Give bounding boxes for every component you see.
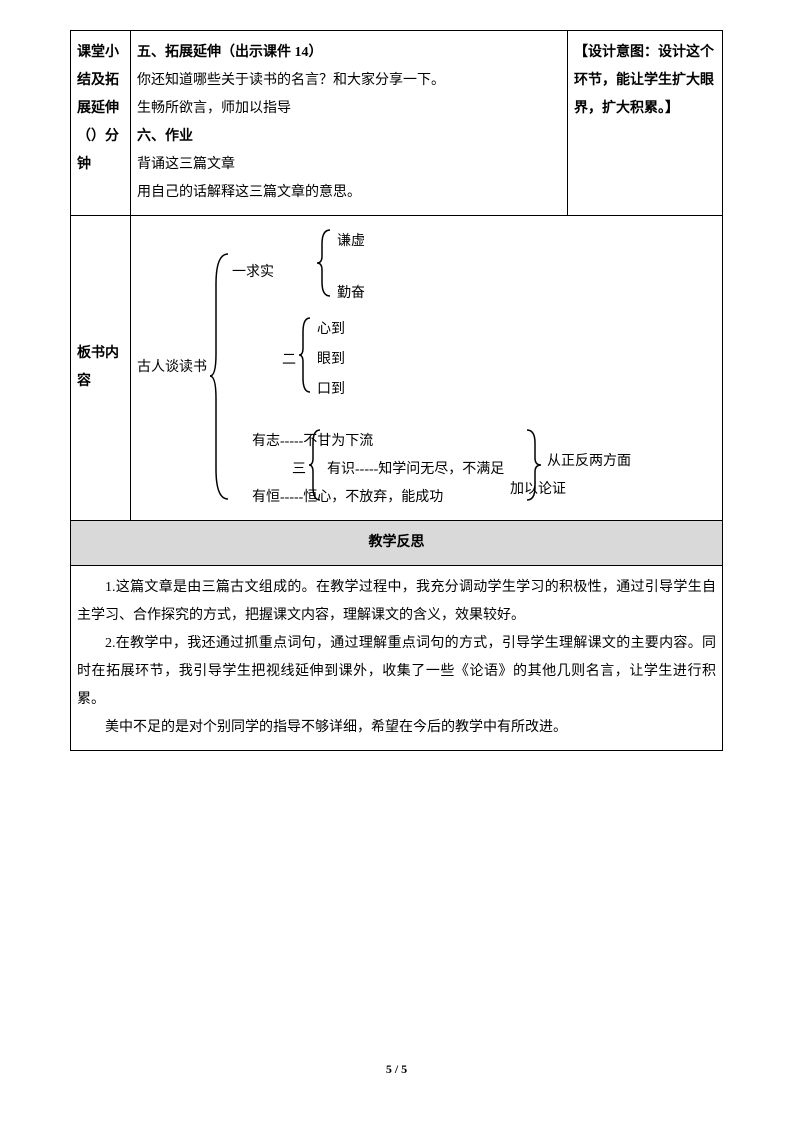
branch-1a: 谦虚 xyxy=(337,228,365,256)
heading-5: 五、拓展延伸（出示课件 14） xyxy=(137,39,561,67)
branch-3: 三 xyxy=(292,456,306,484)
branch-1: 一求实 xyxy=(232,259,274,287)
cell-left-2: 板书内容 xyxy=(71,216,131,521)
branch-3r1: 从正反两方面 xyxy=(547,448,631,476)
brace-2 xyxy=(299,318,313,392)
cell-right-1: 【设计意图：设计这个环节，能让学生扩大眼界，扩大积累。】 xyxy=(568,31,723,216)
row-reflection-header: 教学反思 xyxy=(71,521,723,566)
cell-diagram: 古人谈读书 一求实 谦虚 勤奋 二 心到 眼到 口到 xyxy=(131,216,723,521)
reflection-header: 教学反思 xyxy=(71,521,723,566)
cell-mid-1: 五、拓展延伸（出示课件 14） 你还知道哪些关于读书的名言？和大家分享一下。 生… xyxy=(131,31,568,216)
design-intent: 【设计意图：设计这个环节，能让学生扩大眼界，扩大积累。】 xyxy=(574,45,714,116)
lesson-plan-table: 课堂小结及拓展延伸（）分钟 五、拓展延伸（出示课件 14） 你还知道哪些关于读书… xyxy=(70,30,723,751)
branch-2: 二 xyxy=(282,347,296,375)
reflection-title: 教学反思 xyxy=(369,535,425,550)
branch-2a: 心到 xyxy=(317,316,345,344)
label-board: 板书内容 xyxy=(77,346,119,389)
reflection-body: 1.这篇文章是由三篇古文组成的。在教学过程中，我充分调动学生学习的积极性，通过引… xyxy=(71,566,723,751)
reflection-p1: 1.这篇文章是由三篇古文组成的。在教学过程中，我充分调动学生学习的积极性，通过引… xyxy=(77,574,716,630)
branch-1b: 勤奋 xyxy=(337,280,365,308)
page-number-text: 5 / 5 xyxy=(386,1062,407,1076)
page-number: 5 / 5 xyxy=(0,1062,793,1077)
row-summary-extension: 课堂小结及拓展延伸（）分钟 五、拓展延伸（出示课件 14） 你还知道哪些关于读书… xyxy=(71,31,723,216)
line-question: 你还知道哪些关于读书的名言？和大家分享一下。 xyxy=(137,67,561,95)
branch-3r2: 加以论证 xyxy=(510,476,566,504)
reflection-p3: 美中不足的是对个别同学的指导不够详细，希望在今后的教学中有所改进。 xyxy=(77,714,716,742)
reflection-p2: 2.在教学中，我还通过抓重点词句，通过理解重点词句的方式，引导学生理解课文的主要… xyxy=(77,630,716,714)
heading-6: 六、作业 xyxy=(137,123,561,151)
line-hw2: 用自己的话解释这三篇文章的意思。 xyxy=(137,179,561,207)
row-reflection-body: 1.这篇文章是由三篇古文组成的。在教学过程中，我充分调动学生学习的积极性，通过引… xyxy=(71,566,723,751)
diagram-title: 古人谈读书 xyxy=(137,354,207,382)
branch-3a: 有志-----不甘为下流 xyxy=(252,428,373,456)
line-hw1: 背诵这三篇文章 xyxy=(137,151,561,179)
board-diagram: 古人谈读书 一求实 谦虚 勤奋 二 心到 眼到 口到 xyxy=(137,224,716,512)
label-summary: 课堂小结及拓展延伸（）分钟 xyxy=(77,45,119,172)
brace-1 xyxy=(317,230,333,296)
brace-main xyxy=(210,254,232,499)
line-discuss: 生畅所欲言，师加以指导 xyxy=(137,95,561,123)
row-board-content: 板书内容 古人谈读书 一求实 谦虚 勤奋 二 xyxy=(71,216,723,521)
branch-2c: 口到 xyxy=(317,376,345,404)
branch-2b: 眼到 xyxy=(317,346,345,374)
branch-3c: 有恒-----恒心，不放弃，能成功 xyxy=(252,484,443,512)
cell-left-1: 课堂小结及拓展延伸（）分钟 xyxy=(71,31,131,216)
branch-3b: 有识-----知学问无尽，不满足 xyxy=(327,456,504,484)
